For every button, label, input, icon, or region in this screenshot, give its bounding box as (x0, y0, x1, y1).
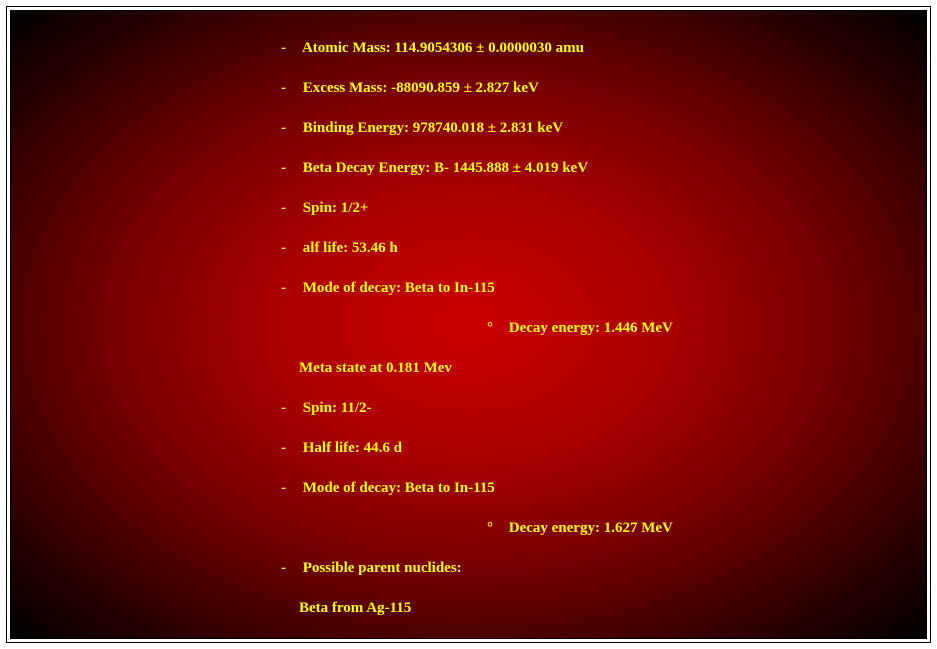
item-text: Mode of decay: Beta to In-115 (303, 280, 495, 296)
outer-frame: - Atomic Mass: 114.9054306 ± 0.0000030 a… (6, 6, 931, 643)
item-text: Possible parent nuclides: (303, 560, 462, 576)
bullet-main: - (281, 439, 299, 457)
item-text: Beta Decay Energy: B- 1445.888 ± 4.019 k… (303, 160, 588, 176)
bullet-sub: ° (487, 519, 505, 537)
bullet-main: - (281, 39, 299, 57)
item-text: Excess Mass: -88090.859 ± 2.827 keV (303, 80, 539, 96)
item-text: Decay energy: 1.446 MeV (509, 320, 673, 336)
bullet-main: - (281, 239, 299, 257)
item-text: Beta from Ag-115 (299, 600, 411, 616)
item-text: Decay energy: 1.627 MeV (509, 520, 673, 536)
list-item: - Spin: 1/2+ (281, 199, 926, 217)
item-text: alf life: 53.46 h (303, 240, 398, 256)
list-item: - Spin: 11/2- (281, 399, 926, 417)
bullet-main: - (281, 399, 299, 417)
list-item: - Mode of decay: Beta to In-115 (281, 279, 926, 297)
bullet-main: - (281, 159, 299, 177)
list-sub-item: ° Decay energy: 1.446 MeV (281, 319, 926, 337)
item-text: Binding Energy: 978740.018 ± 2.831 keV (303, 120, 563, 136)
list-indent-item: Meta state at 0.181 Mev (281, 359, 926, 377)
bullet-main: - (281, 479, 299, 497)
bullet-main: - (281, 79, 299, 97)
list-sub-item: ° Decay energy: 1.627 MeV (281, 519, 926, 537)
bullet-main: - (281, 559, 299, 577)
item-text: Half life: 44.6 d (303, 440, 402, 456)
list-indent-item: Beta from Ag-115 (281, 599, 926, 617)
list-item: - Atomic Mass: 114.9054306 ± 0.0000030 a… (281, 39, 926, 57)
list-item: - Half life: 44.6 d (281, 439, 926, 457)
item-text: Spin: 11/2- (303, 400, 372, 416)
list-item: - Possible parent nuclides: (281, 559, 926, 577)
list-item: - Beta Decay Energy: B- 1445.888 ± 4.019… (281, 159, 926, 177)
bullet-main: - (281, 279, 299, 297)
list-item: - alf life: 53.46 h (281, 239, 926, 257)
bullet-main: - (281, 119, 299, 137)
item-text: Mode of decay: Beta to In-115 (303, 480, 495, 496)
item-text: Spin: 1/2+ (303, 200, 369, 216)
item-text: Atomic Mass: 114.9054306 ± 0.0000030 amu (302, 40, 584, 56)
bullet-main: - (281, 199, 299, 217)
item-text: Meta state at 0.181 Mev (299, 360, 452, 376)
content-list: - Atomic Mass: 114.9054306 ± 0.0000030 a… (11, 39, 926, 617)
list-item: - Excess Mass: -88090.859 ± 2.827 keV (281, 79, 926, 97)
bullet-sub: ° (487, 319, 505, 337)
list-item: - Mode of decay: Beta to In-115 (281, 479, 926, 497)
inner-frame: - Atomic Mass: 114.9054306 ± 0.0000030 a… (10, 10, 927, 639)
list-item: - Binding Energy: 978740.018 ± 2.831 keV (281, 119, 926, 137)
